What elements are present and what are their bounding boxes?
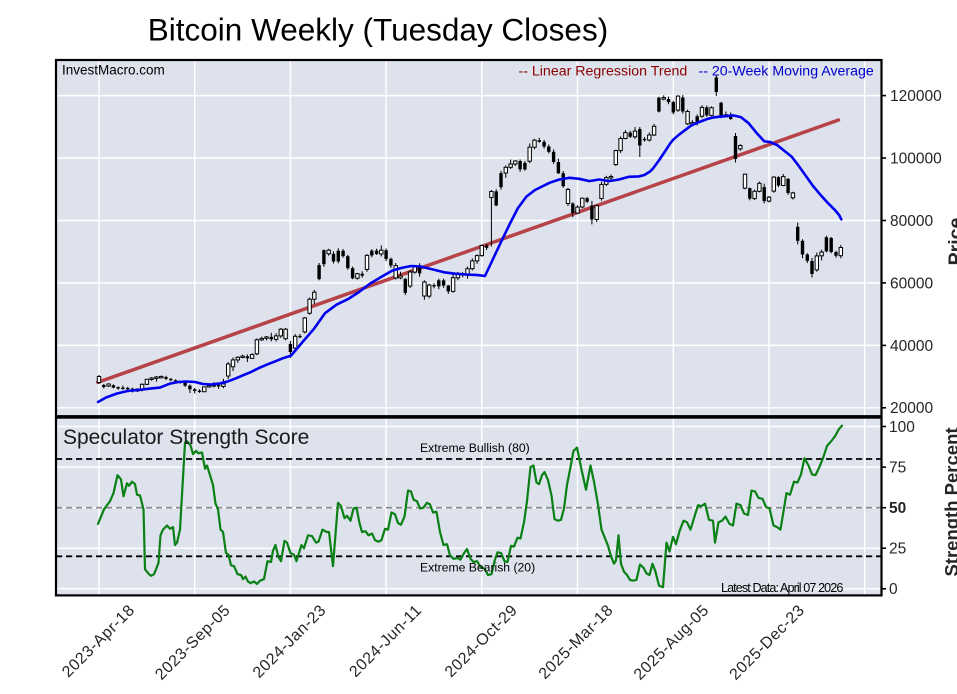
svg-text:20000: 20000	[890, 400, 933, 417]
svg-text:Extreme Bullish (80): Extreme Bullish (80)	[420, 441, 530, 455]
svg-text:Bitcoin Weekly (Tuesday Closes: Bitcoin Weekly (Tuesday Closes)	[148, 12, 608, 48]
svg-text:0: 0	[889, 581, 898, 598]
svg-text:Extreme Bearish (20): Extreme Bearish (20)	[420, 561, 535, 575]
svg-text:Latest Data: April 07 2026: Latest Data: April 07 2026	[721, 581, 843, 595]
svg-text:80000: 80000	[890, 213, 933, 230]
svg-text:100000: 100000	[890, 150, 942, 167]
svg-text:40000: 40000	[890, 338, 933, 355]
svg-text:-- 20-Week Moving Average: -- 20-Week Moving Average	[699, 63, 874, 79]
svg-text:Strength Percent: Strength Percent	[941, 427, 957, 576]
svg-text:75: 75	[889, 460, 906, 477]
svg-text:InvestMacro.com: InvestMacro.com	[62, 63, 165, 78]
svg-text:Price: Price	[945, 217, 957, 265]
svg-text:25: 25	[889, 541, 906, 558]
svg-text:120000: 120000	[890, 88, 942, 105]
svg-text:60000: 60000	[890, 275, 933, 292]
svg-text:100: 100	[889, 419, 915, 436]
svg-text:50: 50	[889, 500, 906, 517]
svg-text:-- Linear Regression Trend: -- Linear Regression Trend	[519, 63, 688, 79]
svg-text:Speculator Strength Score: Speculator Strength Score	[63, 426, 309, 449]
